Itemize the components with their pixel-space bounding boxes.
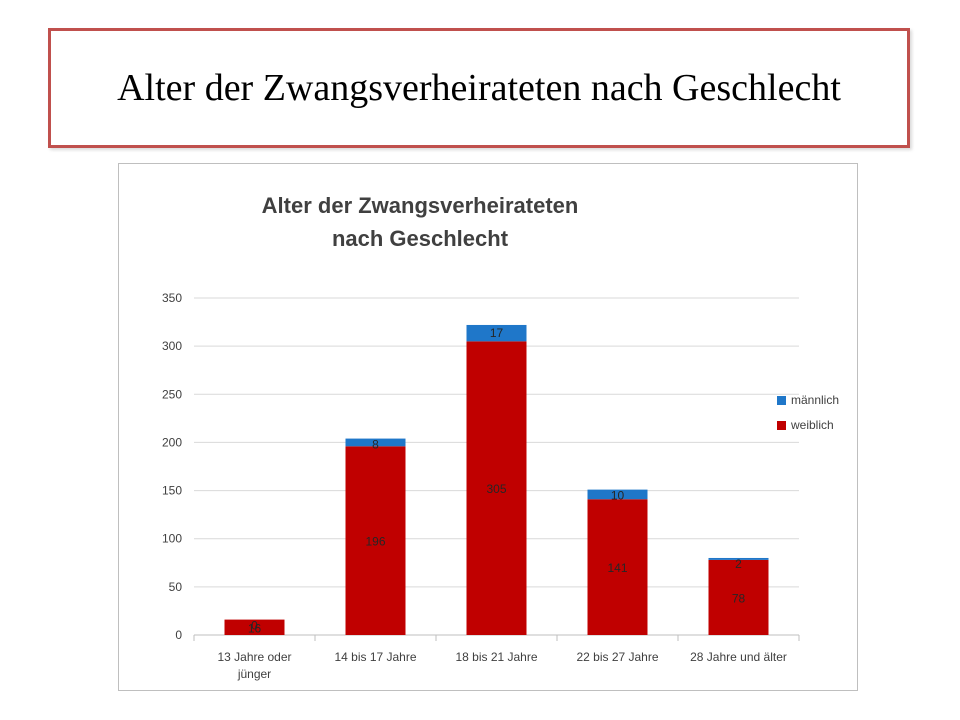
chart-title-line: Alter der Zwangsverheirateten [262, 193, 579, 218]
x-category-label: 13 Jahre oder [217, 650, 291, 664]
x-category-label: 22 bis 27 Jahre [576, 650, 658, 664]
y-tick-label: 50 [169, 580, 183, 594]
y-tick-label: 250 [162, 387, 182, 401]
x-category-label: 28 Jahre und älter [690, 650, 787, 664]
bar-weiblich [587, 499, 648, 635]
data-label-weiblich: 78 [732, 591, 746, 605]
legend-swatch [777, 396, 786, 405]
bar-maennlich [345, 438, 406, 447]
bar-maennlich [466, 324, 527, 342]
bar-weiblich [224, 619, 285, 635]
y-tick-label: 350 [162, 291, 182, 305]
y-tick-label: 0 [175, 628, 182, 642]
data-label-maennlich: 17 [490, 326, 504, 340]
data-label-maennlich: 0 [251, 619, 258, 633]
bar-maennlich [587, 489, 648, 500]
bar-maennlich [708, 557, 769, 560]
chart-title-line: nach Geschlecht [332, 226, 509, 251]
slide-title-box: Alter der Zwangsverheirateten nach Gesch… [48, 28, 910, 148]
data-label-weiblich: 196 [365, 535, 385, 549]
data-label-weiblich: 305 [486, 482, 506, 496]
data-label-maennlich: 10 [611, 489, 625, 503]
y-tick-label: 300 [162, 339, 182, 353]
x-category-label: 18 bis 21 Jahre [455, 650, 537, 664]
legend-label: weiblich [790, 418, 834, 432]
data-label-maennlich: 2 [735, 557, 742, 571]
bar-chart: Alter der Zwangsverheirateten nach Geschl… [162, 193, 839, 681]
y-tick-label: 150 [162, 484, 182, 498]
legend-label: männlich [791, 393, 839, 407]
chart-frame: Alter der Zwangsverheirateten nach Geschl… [118, 163, 858, 691]
data-label-maennlich: 8 [372, 438, 379, 452]
bar-weiblich [345, 446, 406, 635]
y-tick-label: 100 [162, 532, 182, 546]
data-label-weiblich: 16 [248, 621, 262, 635]
x-category-label: jünger [237, 667, 271, 681]
data-label-weiblich: 141 [607, 561, 627, 575]
legend-swatch [777, 421, 786, 430]
x-category-label: 14 bis 17 Jahre [334, 650, 416, 664]
slide-title: Alter der Zwangsverheirateten nach Gesch… [117, 67, 841, 109]
y-tick-label: 200 [162, 435, 182, 449]
bar-weiblich [466, 341, 527, 635]
bar-weiblich [708, 559, 769, 635]
